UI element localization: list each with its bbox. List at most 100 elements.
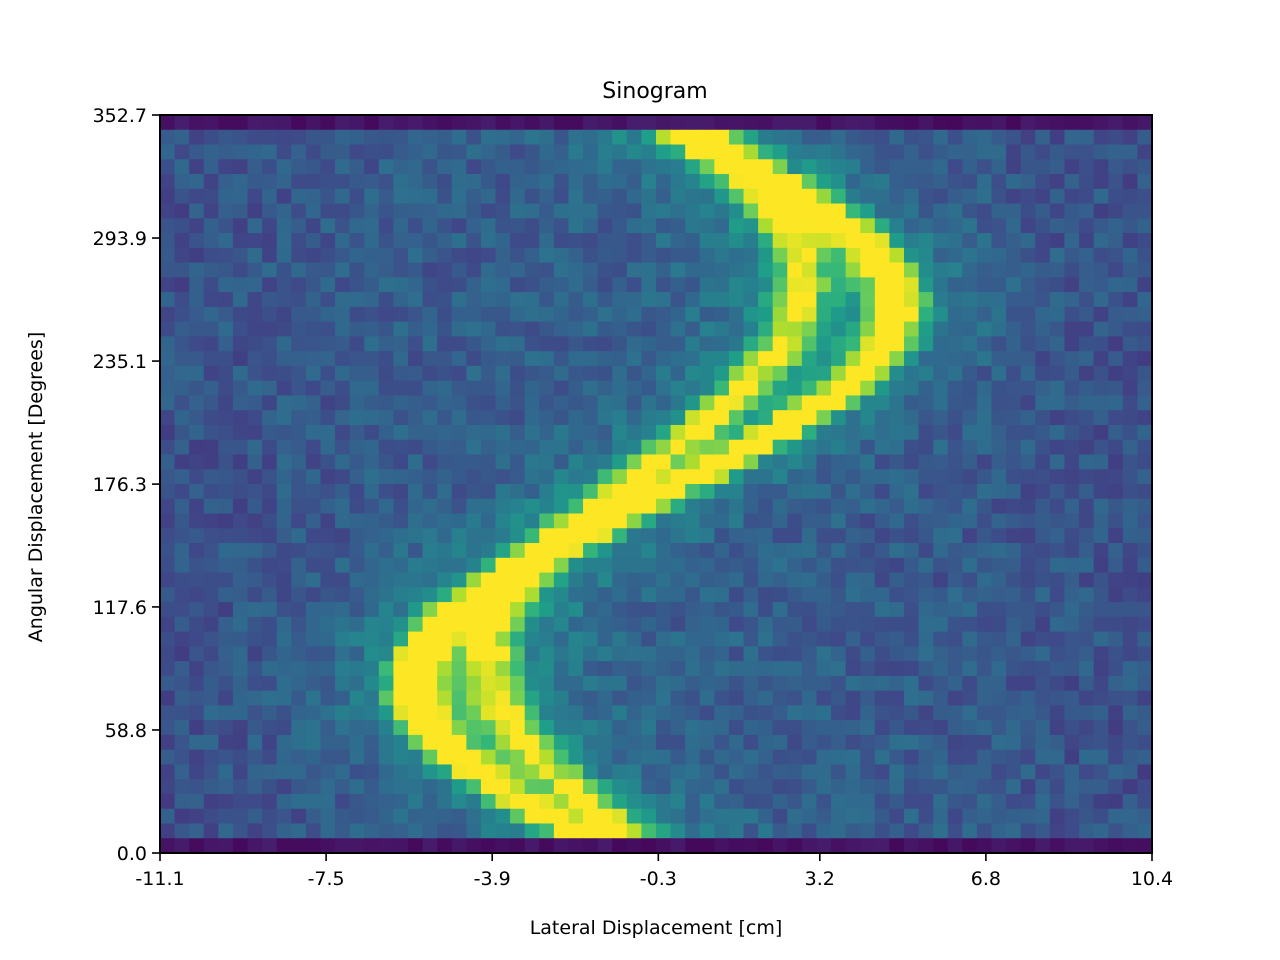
heatmap-cell <box>685 159 701 175</box>
heatmap-cell <box>1064 174 1080 190</box>
heatmap-cell <box>305 159 322 175</box>
heatmap-cell <box>335 661 351 677</box>
heatmap-cell <box>495 808 511 825</box>
heatmap-cell <box>947 351 963 367</box>
heatmap-cell <box>583 454 599 470</box>
heatmap-cell <box>670 159 686 175</box>
heatmap-cell <box>335 292 351 308</box>
heatmap-cell <box>991 277 1007 293</box>
heatmap-cell <box>276 823 292 839</box>
heatmap-cell <box>1079 277 1095 293</box>
heatmap-cell <box>1108 454 1124 470</box>
heatmap-cell <box>408 587 424 603</box>
heatmap-cell <box>947 321 963 337</box>
heatmap-cell <box>845 587 861 603</box>
heatmap-cell <box>539 306 555 323</box>
heatmap-cell <box>787 292 803 308</box>
heatmap-cell <box>160 602 176 618</box>
heatmap-cell <box>305 203 322 219</box>
heatmap-cell <box>276 734 292 751</box>
heatmap-cell <box>831 233 847 249</box>
heatmap-cell <box>670 424 686 441</box>
heatmap-cell <box>874 749 891 766</box>
heatmap-cell <box>656 587 672 603</box>
heatmap-cell <box>262 572 278 588</box>
heatmap-cell <box>378 779 395 795</box>
heatmap-cell <box>539 115 555 131</box>
heatmap-cell <box>422 292 438 308</box>
heatmap-cell <box>758 646 774 662</box>
heatmap-cell <box>320 351 336 367</box>
heatmap-cell <box>510 454 526 470</box>
heatmap-cell <box>203 203 219 219</box>
heatmap-cell <box>1035 380 1051 397</box>
heatmap-cell <box>480 262 497 278</box>
heatmap-cell <box>393 808 409 825</box>
heatmap-cell <box>626 469 643 485</box>
heatmap-cell <box>743 808 759 825</box>
heatmap-cell <box>758 734 774 751</box>
heatmap-cell <box>685 675 701 692</box>
heatmap-cell <box>816 661 832 677</box>
heatmap-cell <box>247 262 263 278</box>
heatmap-cell <box>189 306 205 323</box>
heatmap-cell <box>801 690 818 706</box>
heatmap-cell <box>218 188 234 205</box>
heatmap-cell <box>539 823 555 839</box>
heatmap-cell <box>860 365 876 382</box>
heatmap-cell <box>918 572 934 588</box>
heatmap-cell <box>874 675 891 692</box>
heatmap-cell <box>232 808 249 825</box>
heatmap-cell <box>860 277 876 293</box>
heatmap-cell <box>1108 823 1124 839</box>
heatmap-cell <box>991 808 1007 825</box>
heatmap-cell <box>1049 808 1066 825</box>
heatmap-cell <box>612 365 628 382</box>
heatmap-cell <box>1079 690 1095 706</box>
heatmap-cell <box>612 321 628 337</box>
heatmap-cell <box>874 380 891 397</box>
heatmap-cell <box>160 528 176 544</box>
heatmap-cell <box>1079 513 1095 529</box>
heatmap-cell <box>1079 292 1095 308</box>
heatmap-cell <box>568 808 584 825</box>
heatmap-cell <box>801 749 818 766</box>
heatmap-cell <box>1137 233 1153 249</box>
heatmap-cell <box>568 277 584 293</box>
heatmap-cell <box>305 779 322 795</box>
heatmap-cell <box>889 838 905 854</box>
heatmap-cell <box>495 159 511 175</box>
heatmap-cell <box>728 424 745 441</box>
heatmap-cell <box>174 690 190 706</box>
heatmap-cell <box>801 306 818 323</box>
heatmap-cell <box>1020 823 1036 839</box>
heatmap-cell <box>991 439 1007 456</box>
heatmap-cell <box>1122 764 1139 780</box>
heatmap-cell <box>232 129 249 146</box>
heatmap-cell <box>714 292 730 308</box>
heatmap-cell <box>553 823 570 839</box>
heatmap-cell <box>831 351 847 367</box>
heatmap-cell <box>583 646 599 662</box>
heatmap-cell <box>1079 203 1095 219</box>
heatmap-cell <box>203 365 219 382</box>
heatmap-cell <box>612 277 628 293</box>
heatmap-cell <box>831 395 847 411</box>
heatmap-cell <box>656 203 672 219</box>
heatmap-cell <box>451 838 467 854</box>
heatmap-cell <box>772 262 788 278</box>
heatmap-cell <box>495 188 511 205</box>
heatmap-cell <box>437 410 453 426</box>
heatmap-cell <box>291 513 307 529</box>
heatmap-cell <box>1035 528 1051 544</box>
heatmap-cell <box>918 424 934 441</box>
heatmap-cell <box>1020 690 1036 706</box>
heatmap-cell <box>466 779 482 795</box>
heatmap-cell <box>1137 720 1153 736</box>
heatmap-cell <box>247 159 263 175</box>
heatmap-cell <box>524 174 540 190</box>
heatmap-cell <box>991 336 1007 352</box>
heatmap-cell <box>685 734 701 751</box>
heatmap-cell <box>189 675 205 692</box>
heatmap-cell <box>451 779 467 795</box>
